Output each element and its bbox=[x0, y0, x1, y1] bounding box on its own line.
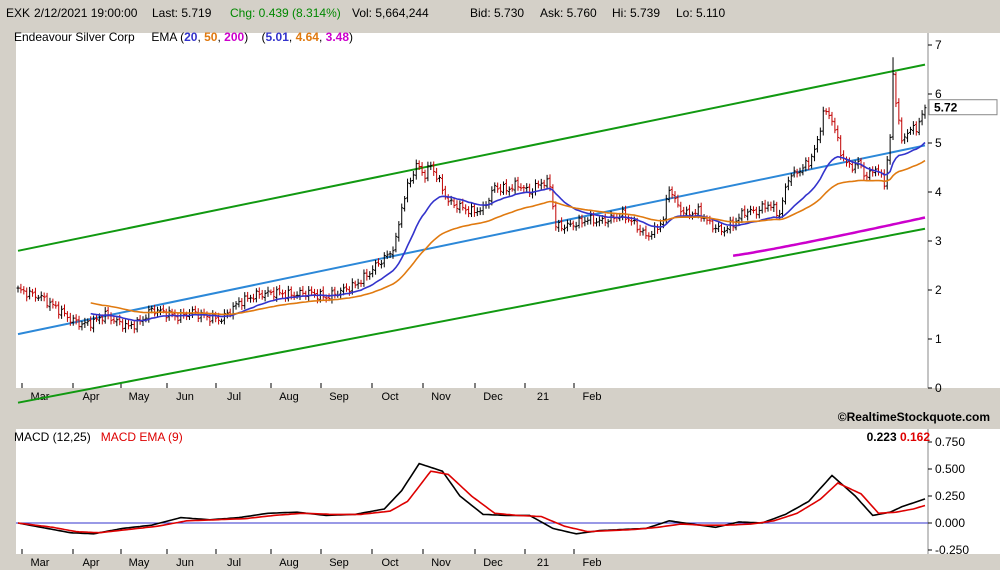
macd-x-tick-label: Mar bbox=[31, 557, 50, 569]
macd-x-tick-label: Aug bbox=[279, 557, 299, 569]
ema50-period: 50 bbox=[204, 30, 218, 44]
price-x-tick-label: Jun bbox=[176, 391, 194, 403]
quote-symbol: EXK bbox=[6, 6, 31, 20]
price-x-tick-label: Sep bbox=[329, 391, 349, 403]
price-y-tick-label: 4 bbox=[935, 185, 942, 199]
macd-x-tick-label: Oct bbox=[381, 557, 398, 569]
price-x-tick-label: Apr bbox=[82, 391, 99, 403]
ema20-value: 5.01 bbox=[265, 30, 289, 44]
macd-x-tick-label: Jun bbox=[176, 557, 194, 569]
macd-y-tick-label: 0.750 bbox=[935, 435, 965, 449]
macd-x-tick-label: Apr bbox=[82, 557, 99, 569]
quote-ask: Ask: 5.760 bbox=[540, 6, 597, 20]
price-y-tick-label: 3 bbox=[935, 234, 942, 248]
ema-label: EMA ( bbox=[151, 30, 185, 44]
macd-legend: MACD (12,25) MACD EMA (9) bbox=[14, 430, 183, 444]
price-x-tick-label: Dec bbox=[483, 391, 503, 403]
macd-values: 0.223 0.162 bbox=[867, 430, 930, 444]
price-y-tick-label: 1 bbox=[935, 332, 942, 346]
ema20-line bbox=[90, 141, 926, 322]
macd-plot-area bbox=[16, 429, 928, 554]
macd-label: MACD (12,25) bbox=[14, 430, 91, 444]
ema200-value: 3.48 bbox=[325, 30, 349, 44]
price-y-tick-label: 7 bbox=[935, 38, 942, 52]
macd-y-tick-label: 0.000 bbox=[935, 516, 965, 530]
price-x-tick-label: Aug bbox=[279, 391, 299, 403]
copyright: ©RealtimeStockquote.com bbox=[837, 410, 990, 424]
macd-current-value: 0.223 bbox=[866, 430, 897, 444]
macd-x-tick-label: Nov bbox=[431, 557, 451, 569]
price-y-tick-label: 0 bbox=[935, 381, 942, 395]
quote-datetime: 2/12/2021 19:00:00 bbox=[34, 6, 138, 20]
price-x-tick-label: Oct bbox=[381, 391, 398, 403]
price-legend: Endeavour Silver Corp EMA (20, 50, 200) … bbox=[14, 30, 353, 44]
price-x-tick-label: May bbox=[129, 391, 150, 403]
quote-high: Hi: 5.739 bbox=[612, 6, 661, 20]
company-name: Endeavour Silver Corp bbox=[14, 30, 135, 44]
ema200-line bbox=[732, 216, 926, 257]
ema200-period: 200 bbox=[224, 30, 245, 44]
ema20-period: 20 bbox=[184, 30, 198, 44]
macd-x-tick-label: Jul bbox=[227, 557, 241, 569]
price-y-tick-label: 2 bbox=[935, 283, 942, 297]
macd-axis-area bbox=[928, 429, 1000, 554]
ema50-value: 4.64 bbox=[295, 30, 319, 44]
quote-low: Lo: 5.110 bbox=[676, 6, 726, 20]
separator-band: ©RealtimeStockquote.com bbox=[0, 408, 1000, 429]
price-x-tick-label: Feb bbox=[583, 391, 602, 403]
price-y-tick-label: 6 bbox=[935, 87, 942, 101]
macd-line bbox=[17, 462, 926, 535]
macd-x-tick-label: Sep bbox=[329, 557, 349, 569]
quote-last: Last: 5.719 bbox=[152, 6, 212, 20]
channel-line-lower bbox=[17, 227, 926, 404]
channel-line-middle bbox=[17, 144, 926, 336]
price-x-tick-label: 21 bbox=[537, 391, 549, 403]
channel-line-upper bbox=[17, 63, 926, 252]
macd-y-tick-label: 0.500 bbox=[935, 462, 965, 476]
macd-y-tick-label: 0.250 bbox=[935, 489, 965, 503]
macd-signal-label: MACD EMA (9) bbox=[100, 430, 183, 444]
last-price-label: 5.72 bbox=[934, 101, 958, 115]
macd-y-tick-label: -0.250 bbox=[935, 543, 969, 557]
quote-bar: EXK 2/12/2021 19:00:00 Last: 5.719 Chg: … bbox=[0, 0, 1000, 28]
quote-bid: Bid: 5.730 bbox=[470, 6, 525, 20]
price-x-tick-label: Nov bbox=[431, 391, 451, 403]
quote-change: Chg: 0.439 (8.314%) bbox=[230, 6, 341, 20]
price-axis-area bbox=[928, 33, 1000, 388]
macd-chart: 0.750 0.500 0.250 0.000 -0.250 Mar Apr May Jun J… bbox=[0, 429, 1000, 570]
macd-x-tick-label: May bbox=[129, 557, 150, 569]
last-price-box bbox=[928, 99, 998, 116]
ema50-line bbox=[90, 159, 926, 316]
macd-x-tick-label: Dec bbox=[483, 557, 503, 569]
macd-signal-current-value: 0.162 bbox=[899, 430, 930, 444]
price-y-tick-label: 5 bbox=[935, 136, 942, 150]
macd-signal-line bbox=[17, 470, 926, 534]
price-x-tick-label: Jul bbox=[227, 391, 241, 403]
quote-volume: Vol: 5,664,244 bbox=[352, 6, 429, 20]
macd-x-tick-label: Feb bbox=[583, 557, 602, 569]
macd-x-tick-label: 21 bbox=[537, 557, 549, 569]
